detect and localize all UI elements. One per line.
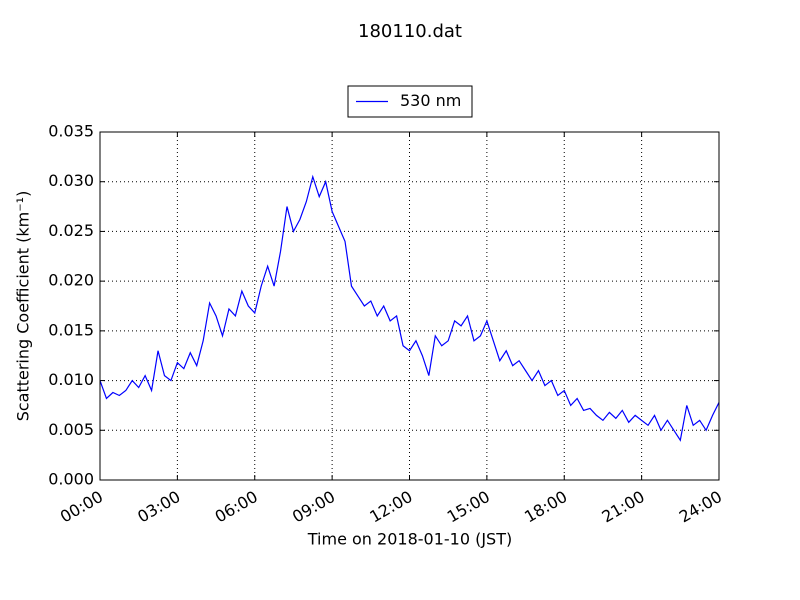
x-tick-label: 09:00: [289, 487, 338, 527]
y-tick-label: 0.025: [48, 221, 94, 240]
chart-title: 180110.dat: [358, 21, 462, 42]
plot-frame: [99, 131, 720, 481]
x-tick-label: 06:00: [212, 487, 261, 527]
y-tick-label: 0.010: [48, 370, 94, 389]
y-tick-label: 0.000: [48, 470, 94, 489]
data-line: [99, 174, 720, 442]
y-tick-label: 0.005: [48, 420, 94, 439]
x-axis-label: Time on 2018-01-10 (JST): [307, 530, 512, 549]
y-tick-label: 0.030: [48, 171, 94, 190]
x-tick-label: 03:00: [134, 487, 183, 527]
y-tick-label: 0.035: [48, 122, 94, 141]
y-axis-label: Scattering Coefficient (km⁻¹): [14, 191, 33, 422]
y-tick-label: 0.020: [48, 271, 94, 290]
x-tick-label: 18:00: [521, 487, 570, 527]
y-tick-label: 0.015: [48, 320, 94, 339]
x-tick-label: 00:00: [57, 487, 106, 527]
x-tick-label: 21:00: [598, 487, 647, 527]
legend-label: 530 nm: [400, 91, 461, 110]
x-tick-label: 24:00: [676, 487, 725, 527]
x-tick-label: 15:00: [444, 487, 493, 527]
x-tick-label: 12:00: [366, 487, 415, 527]
